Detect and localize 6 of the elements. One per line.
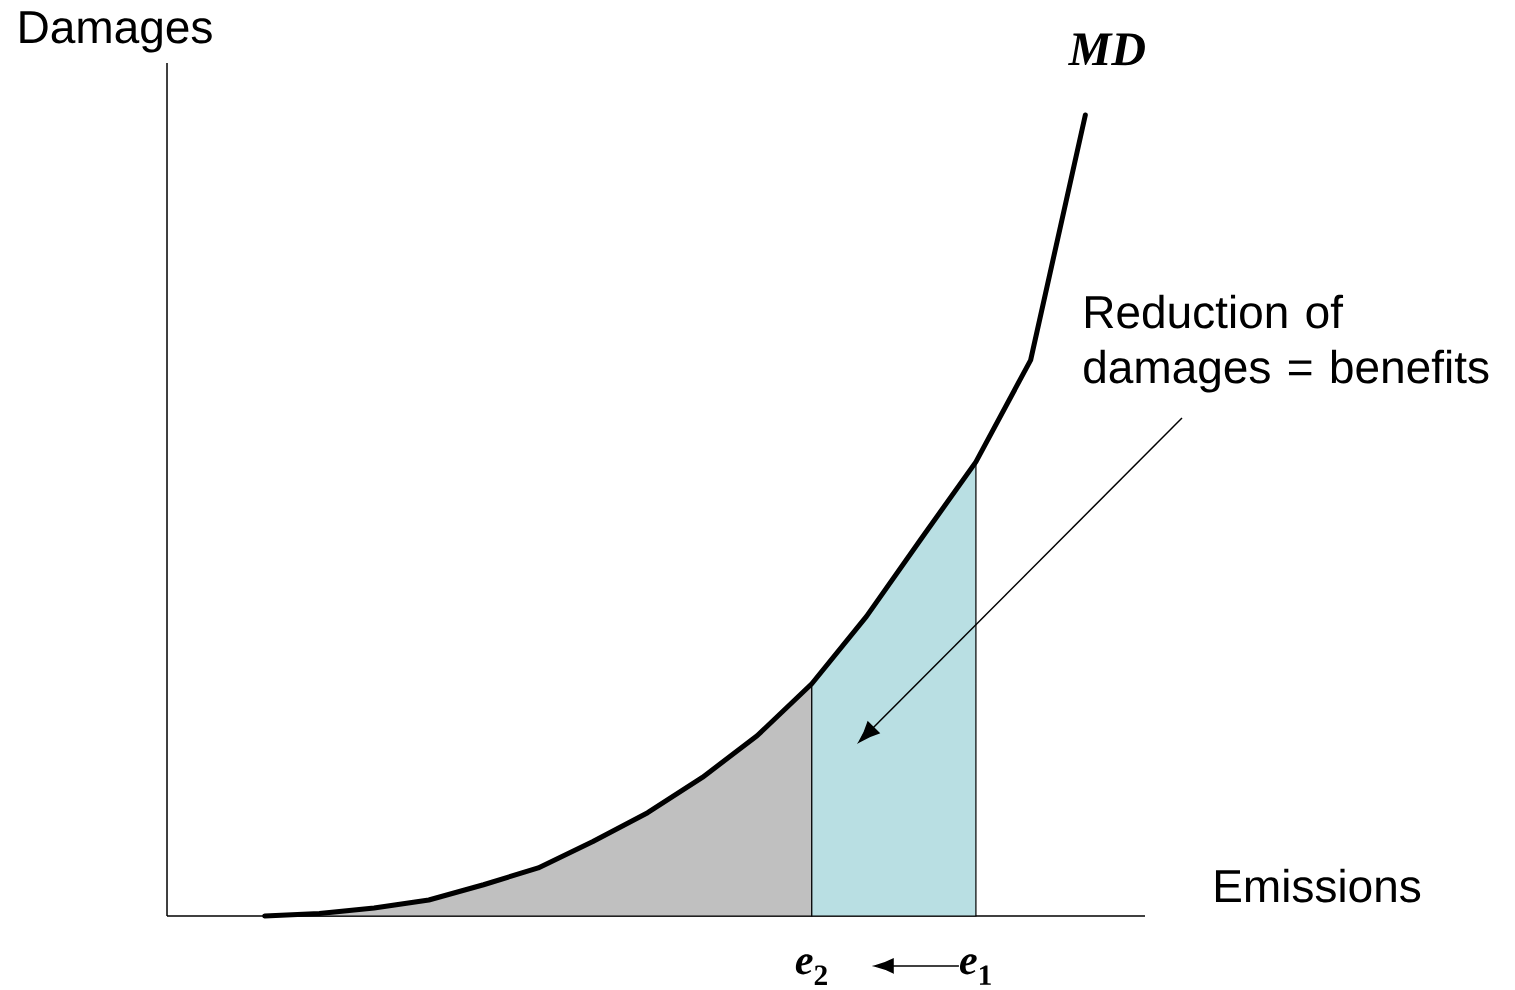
y-axis-title: Damages <box>20 11 212 53</box>
x-tick-label: e$_{1}$ <box>959 954 991 985</box>
series-label: MD <box>1068 33 1145 66</box>
x-axis-title: Emissions <box>1215 868 1421 903</box>
x-tick-label: e$_{2}$ <box>795 954 827 985</box>
annotation: Reduction of damages = benefits <box>1084 294 1489 393</box>
